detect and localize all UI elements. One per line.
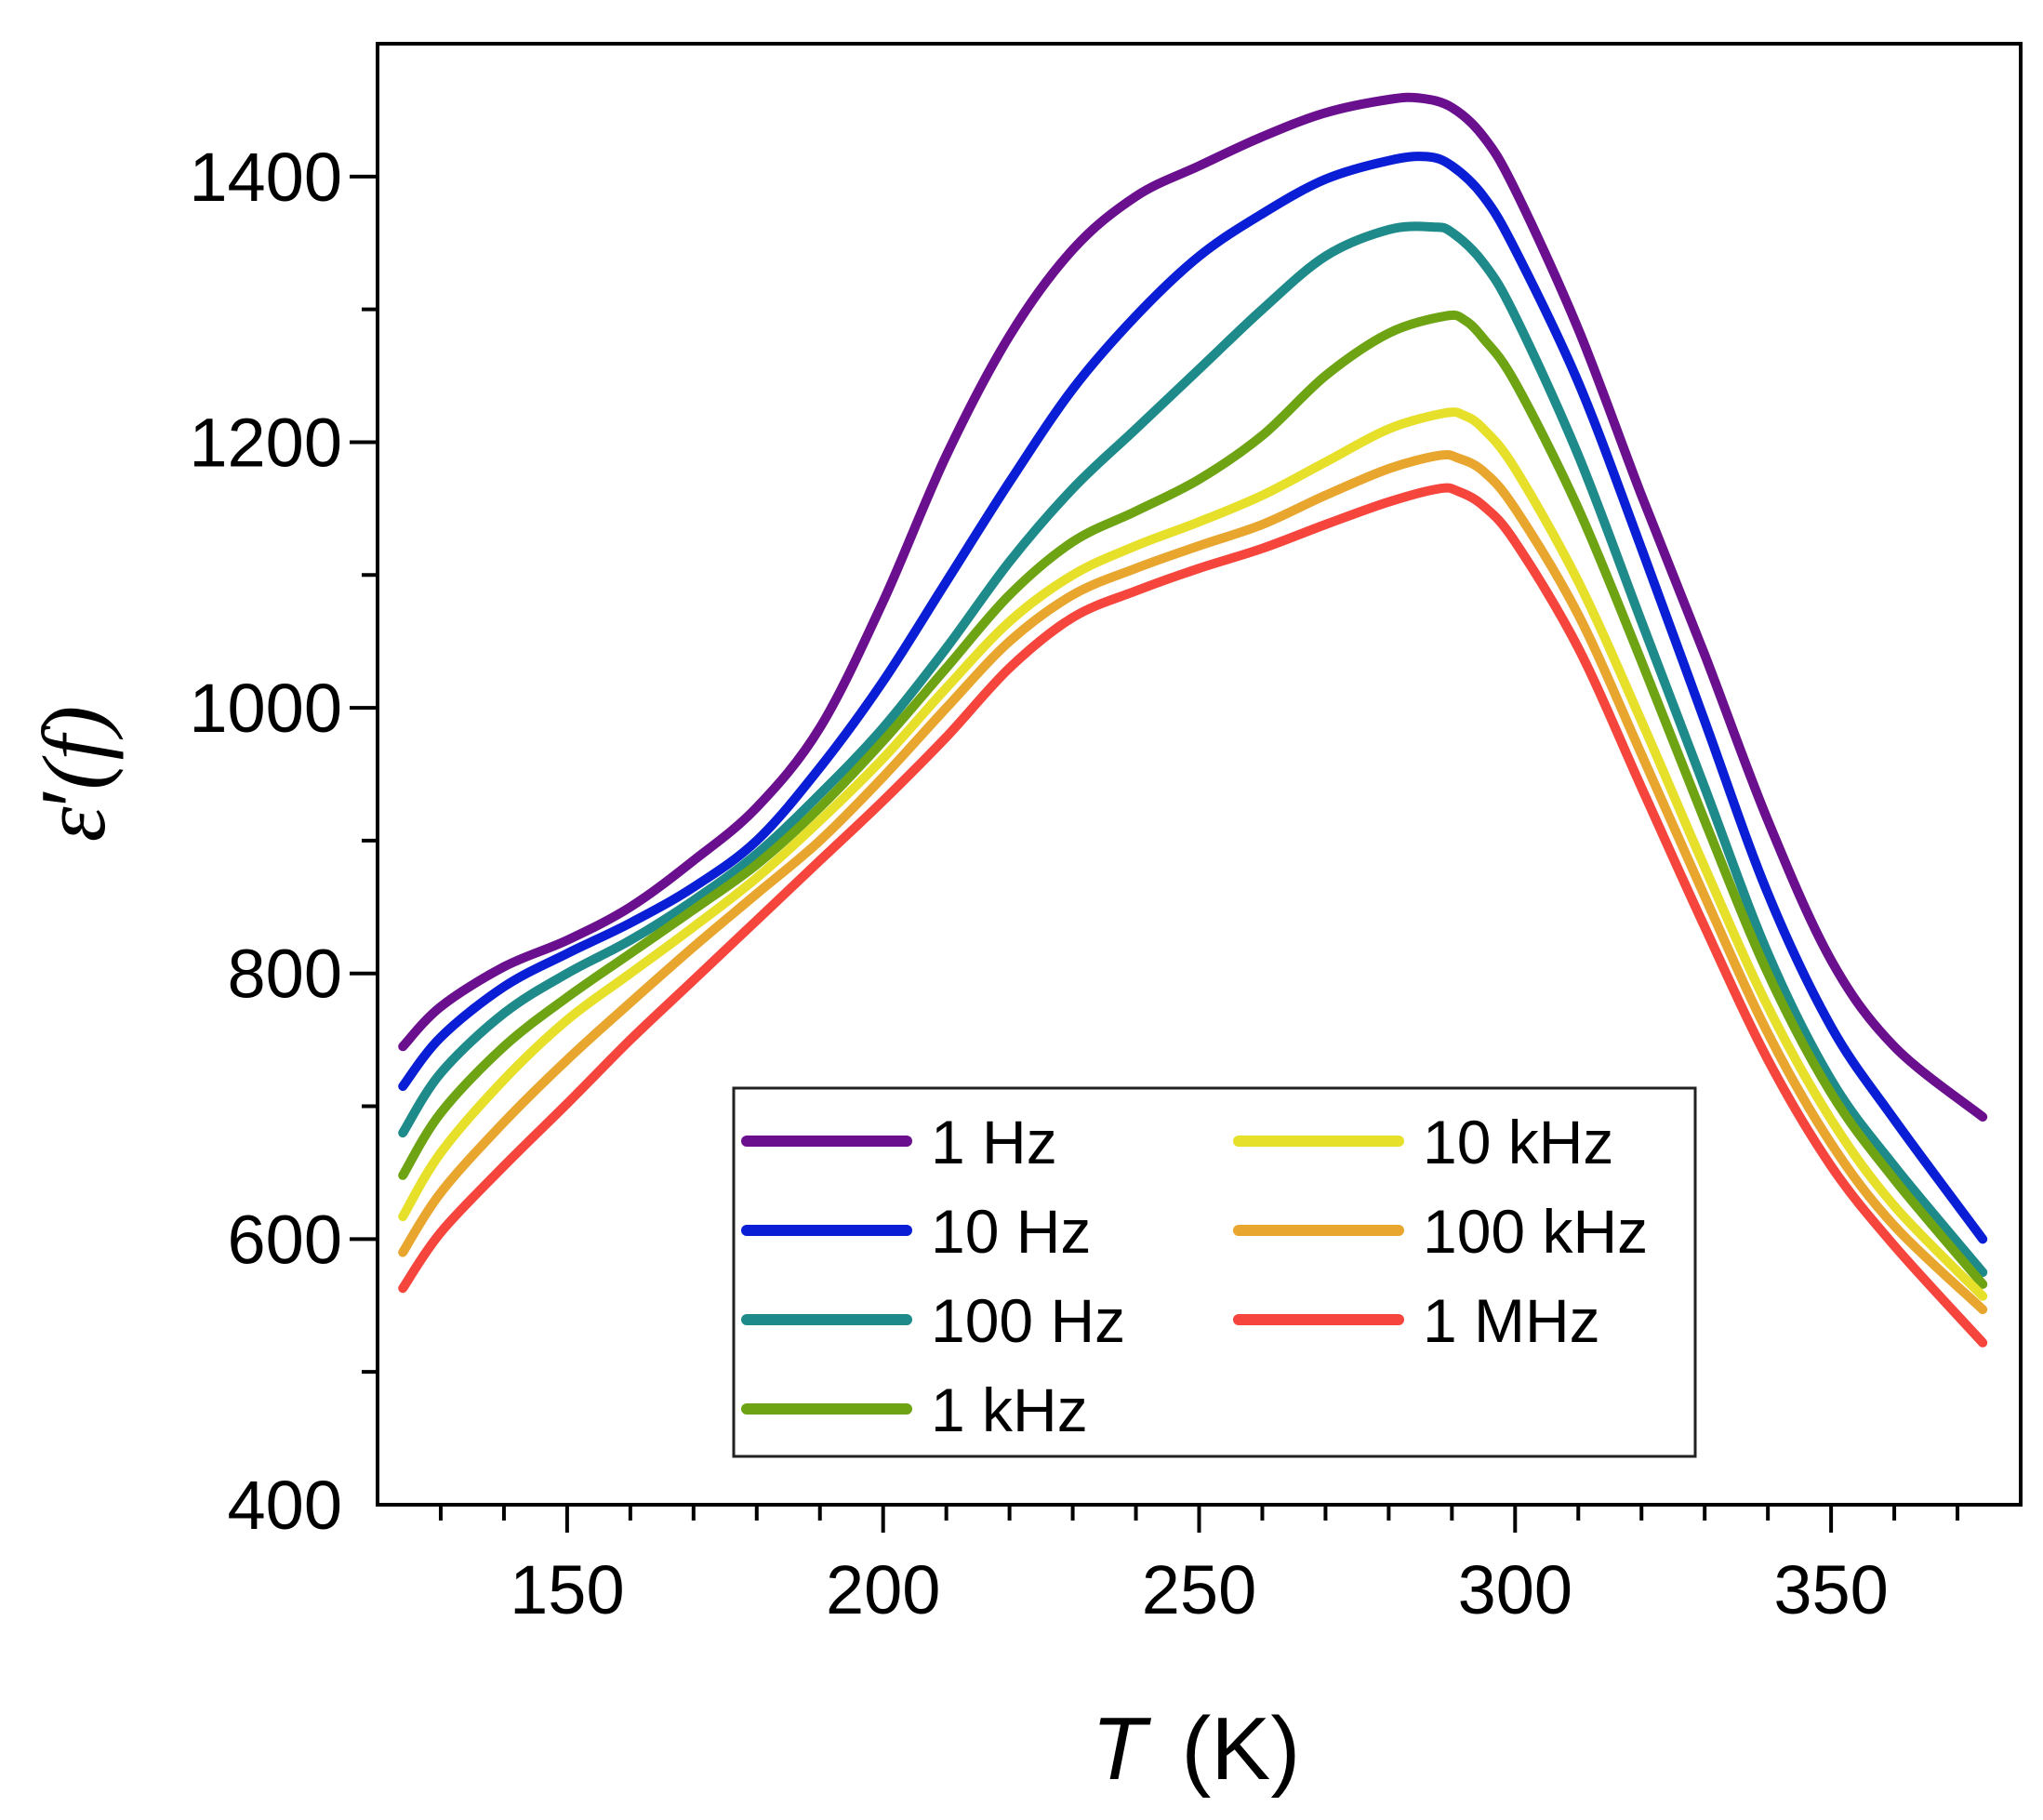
y-tick-label: 400 [228,1467,342,1544]
legend-item-1-khz: 1 kHz [741,1375,1088,1444]
axis-titles: T (K) ε′(f) [24,706,1300,1799]
series-line-1-hz [398,92,1988,1122]
x-tick-label: 150 [510,1551,624,1628]
legend-box [732,1086,1697,1458]
legend-label: 1 MHz [1423,1286,1600,1355]
legend-label: 1 kHz [931,1375,1088,1444]
axes: 150 200 250 300 350 400 600 800 1000 1200 1400 [189,42,2023,1628]
y-axis-prime: ′ [24,790,124,806]
legend: 1 Hz 10 Hz 100 Hz 1 kHz 10 kHz 100 kHz 1 MHz [732,1086,1697,1458]
x-tick-label: 350 [1773,1551,1888,1628]
y-tick-label: 1400 [189,139,342,216]
legend-label: 100 Hz [931,1286,1125,1355]
y-tick-label: 600 [228,1201,342,1278]
legend-label: 10 kHz [1423,1108,1613,1176]
legend-item-10-hz: 10 Hz [741,1197,1091,1266]
series-line-100-khz [398,449,1988,1315]
x-axis-title: T (K) [1092,1699,1301,1799]
legend-item-100-khz: 100 kHz [1233,1197,1648,1266]
y-tick-label: 800 [228,936,342,1013]
y-tick-label: 1000 [189,670,342,747]
x-tick-label: 200 [826,1551,940,1628]
legend-item-100-hz: 100 Hz [741,1286,1125,1355]
y-axis-symbol: ε [24,806,124,842]
legend-label: 10 Hz [931,1197,1091,1266]
legend-item-10-khz: 10 kHz [1233,1108,1613,1176]
x-axis-symbol: T [1092,1699,1152,1799]
y-tick-label: 1200 [189,404,342,481]
series-line-1-khz [398,310,1988,1289]
legend-item-1-mhz: 1 MHz [1233,1286,1600,1355]
legend-item-1-hz: 1 Hz [741,1108,1057,1176]
series-line-10-khz [398,407,1988,1301]
series-lines [398,92,1988,1348]
x-axis-unit: (K) [1181,1699,1300,1799]
series-line-100-hz [398,221,1988,1278]
series-line-1-mhz [398,483,1988,1348]
x-tick-label: 300 [1458,1551,1572,1628]
y-axis-title: ε′(f) [24,706,124,842]
x-tick-label: 250 [1142,1551,1256,1628]
series-line-10-hz [398,152,1988,1244]
y-axis-argument: (f) [24,706,124,790]
legend-label: 1 Hz [931,1108,1057,1176]
legend-label: 100 kHz [1423,1197,1648,1266]
